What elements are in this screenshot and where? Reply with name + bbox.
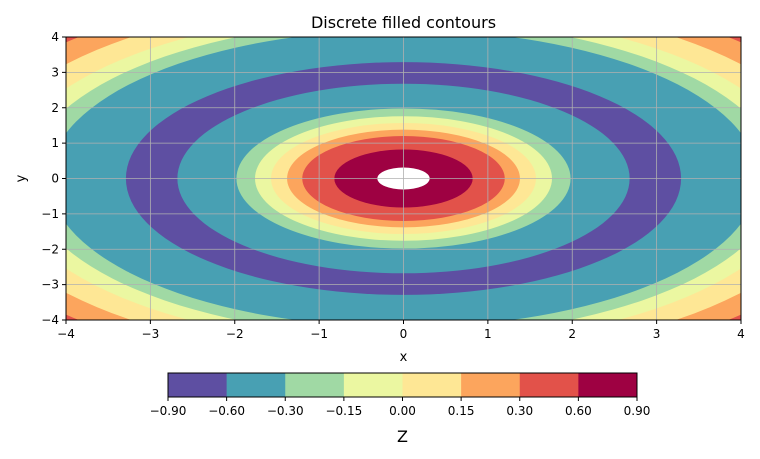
colorbar-tick-label: 0.00: [389, 404, 416, 418]
x-axis-label: x: [400, 350, 408, 365]
colorbar-tick-label: 0.15: [448, 404, 475, 418]
colorbar-tick-label: 0.90: [624, 404, 651, 418]
chart-title: Discrete filled contours: [311, 13, 496, 32]
colorbar-swatch: [343, 373, 403, 397]
y-tick-label: −2: [41, 242, 59, 256]
colorbar-label: Z: [397, 427, 408, 446]
colorbar-tick-label: 0.60: [565, 404, 592, 418]
y-axis: −4 −3 −2 −1 0 1 2 3 4: [41, 30, 66, 327]
y-tick-label: −4: [41, 313, 59, 327]
x-tick-label: −2: [226, 327, 244, 341]
contour-bands: [66, 37, 741, 320]
x-tick-label: 4: [737, 327, 745, 341]
colorbar-swatch: [285, 373, 345, 397]
colorbar-swatch: [461, 373, 521, 397]
colorbar-tick-label: −0.15: [325, 404, 362, 418]
x-tick-label: 2: [568, 327, 576, 341]
colorbar-tick-label: −0.90: [150, 404, 187, 418]
x-tick-label: −1: [310, 327, 328, 341]
colorbar-swatch: [578, 373, 638, 397]
x-tick-label: −4: [57, 327, 75, 341]
colorbar-tick-label: −0.30: [267, 404, 304, 418]
colorbar: −0.90 −0.60 −0.30 −0.15 0.00 0.15 0.30 0.60 0.90: [150, 372, 651, 418]
colorbar-tick-label: 0.30: [506, 404, 533, 418]
x-tick-label: 1: [484, 327, 492, 341]
colorbar-tick-label: −0.60: [208, 404, 245, 418]
y-axis-label: y: [14, 174, 29, 182]
y-tick-label: 4: [51, 30, 59, 44]
colorbar-swatch: [402, 373, 462, 397]
y-tick-label: −3: [41, 278, 59, 292]
y-tick-label: 2: [51, 101, 59, 115]
y-tick-label: 0: [51, 172, 59, 186]
colorbar-swatch: [519, 373, 579, 397]
colorbar-swatch: [168, 373, 228, 397]
x-tick-label: −3: [142, 327, 160, 341]
y-tick-label: 1: [51, 136, 59, 150]
y-tick-label: −1: [41, 207, 59, 221]
x-tick-label: 0: [400, 327, 408, 341]
y-tick-label: 3: [51, 65, 59, 79]
x-axis: −4 −3 −2 −1 0 1 2 3 4: [57, 320, 745, 341]
x-tick-label: 3: [653, 327, 661, 341]
colorbar-swatch: [226, 373, 286, 397]
